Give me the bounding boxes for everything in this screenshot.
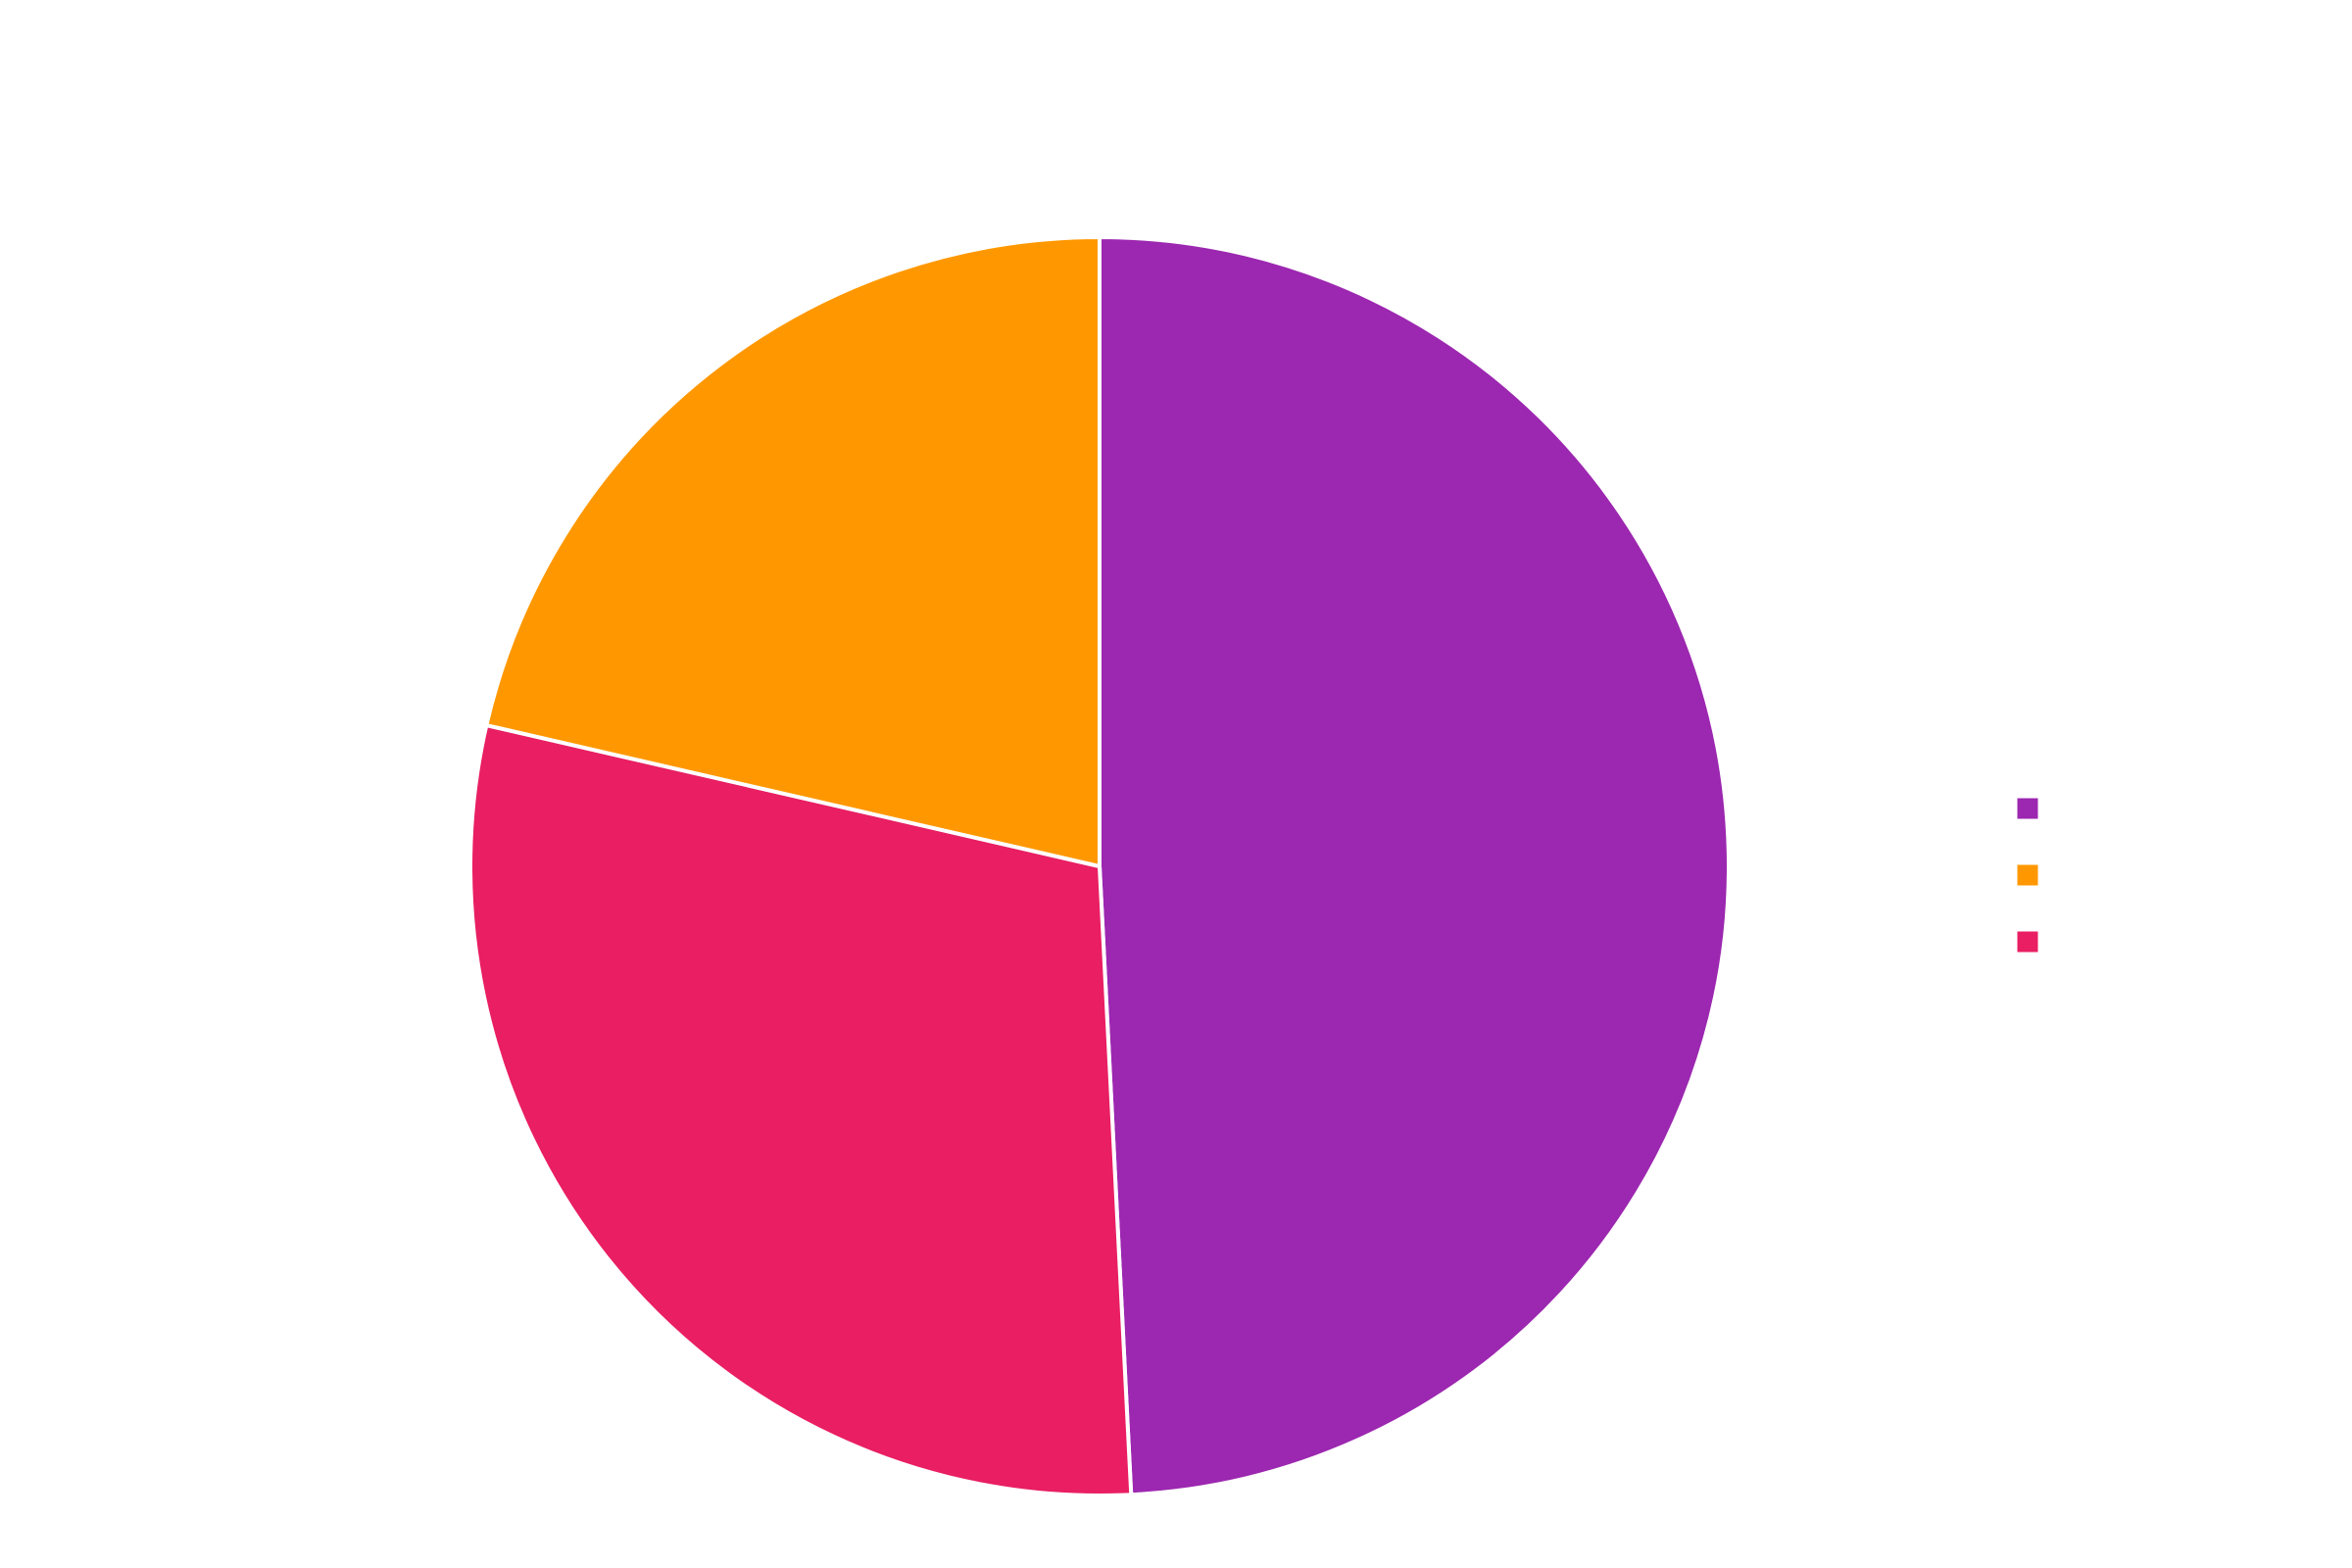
pie-slices — [468, 235, 1732, 1497]
legend-item-1[interactable] — [2016, 797, 2039, 820]
legend-item-3[interactable] — [2016, 930, 2039, 954]
pie-slice-2[interactable] — [468, 723, 1134, 1497]
legend-swatch — [2016, 863, 2039, 887]
legend-item-2[interactable] — [2016, 863, 2039, 887]
legend-swatch — [2016, 797, 2039, 820]
legend — [2016, 797, 2039, 954]
pie-slice-1[interactable] — [1098, 235, 1732, 1497]
legend-swatch — [2016, 930, 2039, 954]
pie-slice-3[interactable] — [484, 235, 1102, 868]
